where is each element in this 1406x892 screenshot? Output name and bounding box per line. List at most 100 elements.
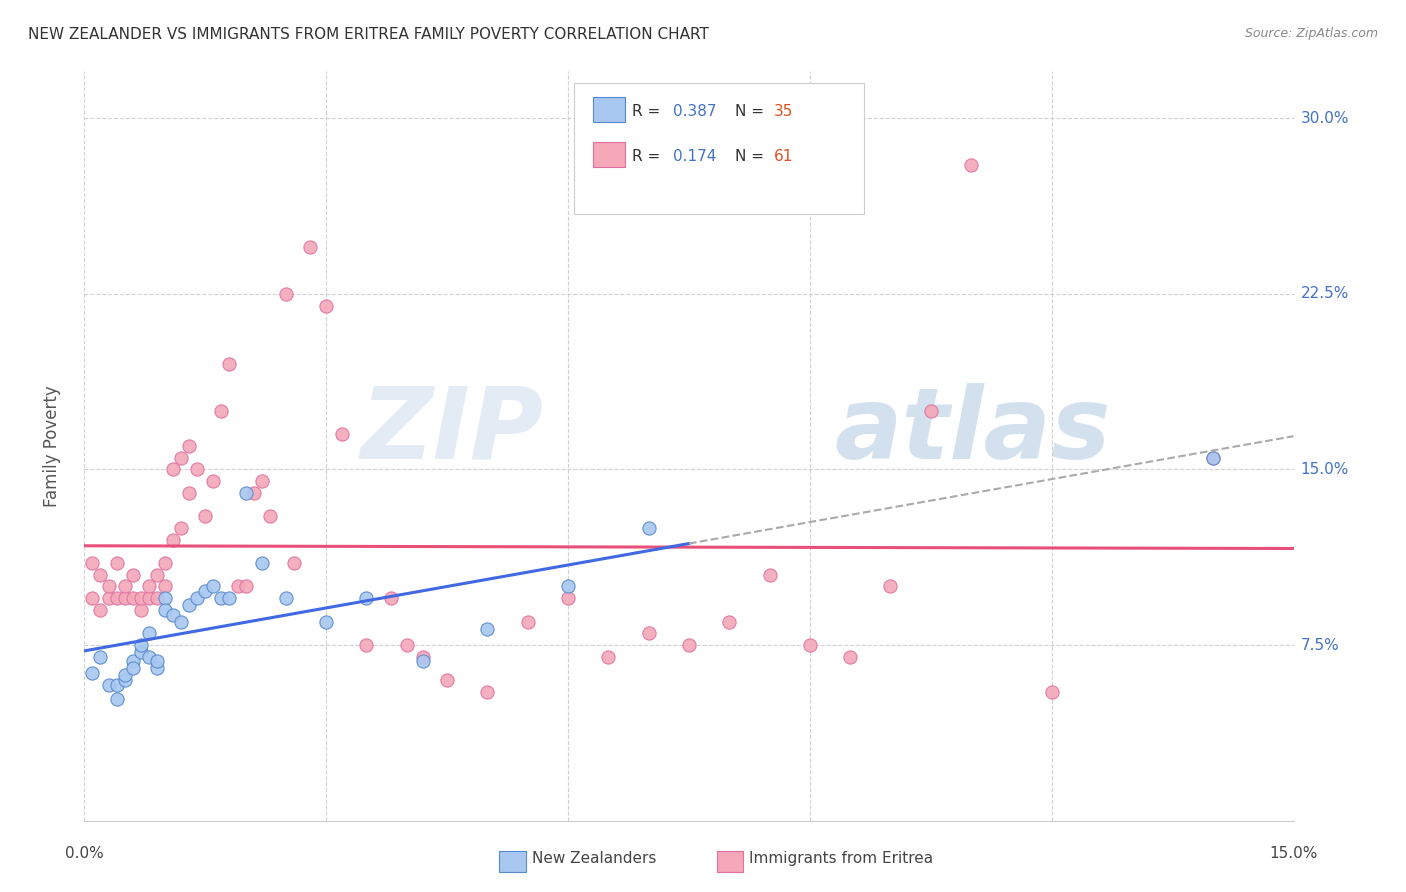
Point xyxy=(477,622,499,636)
Point xyxy=(138,591,160,606)
Point xyxy=(129,645,152,659)
Point xyxy=(202,474,225,488)
Text: 0.387: 0.387 xyxy=(673,103,717,119)
Point xyxy=(97,580,120,594)
Point xyxy=(598,649,620,664)
Text: N =: N = xyxy=(735,103,769,119)
Point xyxy=(920,404,942,418)
Point xyxy=(1202,450,1225,465)
Point xyxy=(186,591,208,606)
Point xyxy=(799,638,821,652)
Point xyxy=(218,591,240,606)
Point xyxy=(274,286,297,301)
Point xyxy=(114,673,136,688)
Point xyxy=(121,661,143,675)
Point xyxy=(129,638,152,652)
Point xyxy=(637,626,659,640)
Point xyxy=(170,450,193,465)
Point xyxy=(153,556,176,570)
Point xyxy=(412,649,434,664)
Point xyxy=(162,607,184,622)
Point xyxy=(186,462,208,476)
Point xyxy=(121,567,143,582)
Point xyxy=(209,591,232,606)
Point xyxy=(283,556,305,570)
Point xyxy=(557,591,579,606)
Point xyxy=(477,685,499,699)
Point xyxy=(114,668,136,682)
Point xyxy=(1202,450,1225,465)
FancyBboxPatch shape xyxy=(593,142,624,167)
Point xyxy=(879,580,901,594)
Text: R =: R = xyxy=(633,149,665,163)
Text: ZIP: ZIP xyxy=(361,383,544,480)
Point xyxy=(82,556,104,570)
Point xyxy=(138,626,160,640)
Point xyxy=(218,357,240,371)
Point xyxy=(162,533,184,547)
Point xyxy=(129,591,152,606)
Point xyxy=(315,298,337,313)
Text: atlas: atlas xyxy=(834,383,1111,480)
Text: 7.5%: 7.5% xyxy=(1301,638,1339,653)
Text: 0.0%: 0.0% xyxy=(65,846,104,861)
Point xyxy=(259,509,281,524)
Point xyxy=(718,615,741,629)
Point xyxy=(153,591,176,606)
Point xyxy=(153,603,176,617)
Point xyxy=(89,649,111,664)
Point xyxy=(395,638,418,652)
Point xyxy=(557,580,579,594)
Point xyxy=(146,655,169,669)
Point xyxy=(516,615,538,629)
Point xyxy=(758,567,780,582)
Point xyxy=(356,591,378,606)
Point xyxy=(274,591,297,606)
Point xyxy=(226,580,249,594)
Point xyxy=(250,556,273,570)
Point xyxy=(179,439,201,453)
Point xyxy=(114,591,136,606)
Point xyxy=(89,567,111,582)
Point xyxy=(356,638,378,652)
Text: New Zealanders: New Zealanders xyxy=(531,851,657,865)
FancyBboxPatch shape xyxy=(593,97,624,121)
Point xyxy=(121,591,143,606)
Point xyxy=(436,673,458,688)
Text: Immigrants from Eritrea: Immigrants from Eritrea xyxy=(749,851,934,865)
Point xyxy=(82,591,104,606)
Point xyxy=(235,580,257,594)
Point xyxy=(242,485,264,500)
Text: 30.0%: 30.0% xyxy=(1301,111,1348,126)
Point xyxy=(162,462,184,476)
Point xyxy=(138,580,160,594)
Point xyxy=(209,404,232,418)
Y-axis label: Family Poverty: Family Poverty xyxy=(42,385,60,507)
Point xyxy=(114,580,136,594)
Text: Source: ZipAtlas.com: Source: ZipAtlas.com xyxy=(1244,27,1378,40)
FancyBboxPatch shape xyxy=(499,851,526,872)
Point xyxy=(380,591,402,606)
Text: R =: R = xyxy=(633,103,665,119)
Point xyxy=(129,603,152,617)
Text: 22.5%: 22.5% xyxy=(1301,286,1348,301)
Point xyxy=(97,591,120,606)
Point xyxy=(146,591,169,606)
Point xyxy=(1040,685,1063,699)
Point xyxy=(105,678,128,692)
Point xyxy=(194,584,217,599)
Text: 0.174: 0.174 xyxy=(673,149,717,163)
Text: NEW ZEALANDER VS IMMIGRANTS FROM ERITREA FAMILY POVERTY CORRELATION CHART: NEW ZEALANDER VS IMMIGRANTS FROM ERITREA… xyxy=(28,27,709,42)
Point xyxy=(839,649,862,664)
FancyBboxPatch shape xyxy=(717,851,744,872)
Point xyxy=(299,240,322,254)
Point xyxy=(179,599,201,613)
Point xyxy=(89,603,111,617)
Point xyxy=(637,521,659,535)
Point xyxy=(412,655,434,669)
Point xyxy=(105,591,128,606)
Point xyxy=(105,556,128,570)
Point xyxy=(678,638,700,652)
Point xyxy=(170,615,193,629)
Point xyxy=(97,678,120,692)
